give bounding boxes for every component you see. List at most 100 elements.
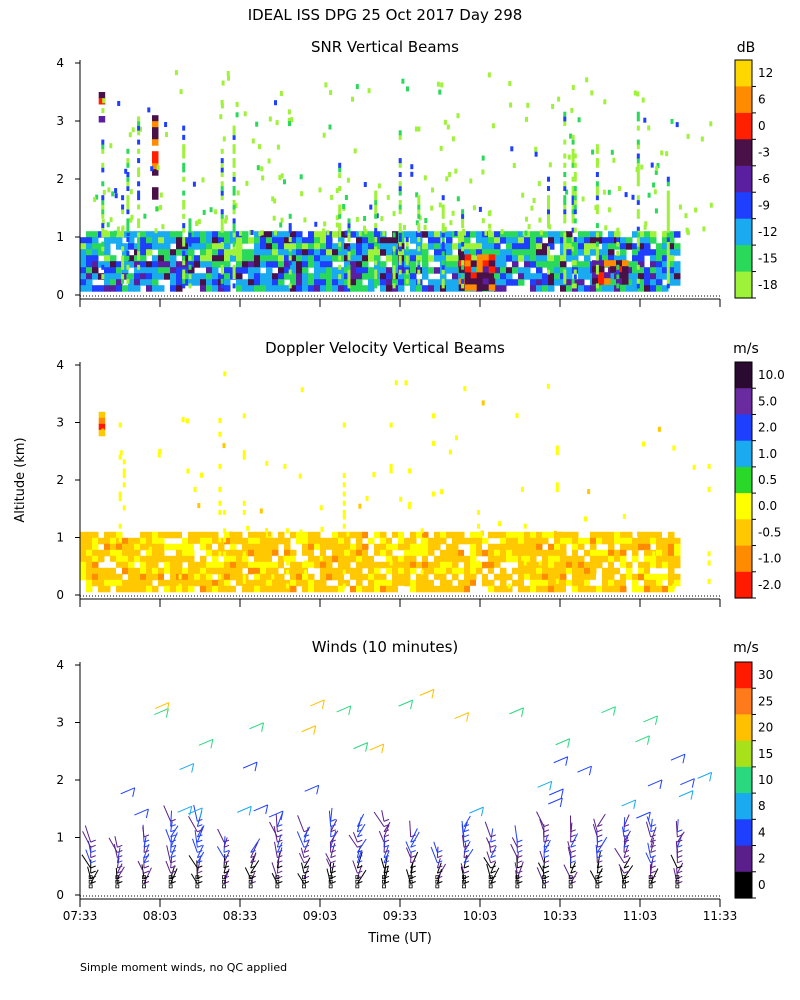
wind-barb <box>330 839 336 843</box>
heatmap-cell <box>369 204 373 210</box>
heatmap-cell <box>452 267 459 274</box>
heatmap-cell <box>461 237 465 242</box>
heatmap-cell <box>104 237 111 244</box>
heatmap-cell <box>342 569 346 575</box>
heatmap-cell <box>530 261 537 268</box>
heatmap-cell <box>636 209 640 215</box>
heatmap-cell <box>476 567 483 575</box>
heatmap-cell <box>212 243 219 250</box>
wind-barb <box>134 808 149 816</box>
heatmap-cell <box>232 144 236 150</box>
heatmap-cell <box>224 237 231 244</box>
heatmap-cell <box>126 223 130 229</box>
wind-barb <box>654 715 658 726</box>
wind-barb <box>559 797 563 808</box>
heatmap-cell <box>283 555 287 561</box>
heatmap-cell <box>530 579 537 587</box>
heatmap-cell <box>392 561 399 569</box>
heatmap-cell <box>555 450 559 456</box>
heatmap-cell <box>350 243 357 250</box>
heatmap-cell <box>332 549 339 557</box>
heatmap-cell <box>530 255 537 262</box>
heatmap-cell <box>137 250 141 256</box>
heatmap-cell <box>374 279 381 286</box>
wind-barb <box>277 865 283 869</box>
heatmap-cell <box>110 237 117 244</box>
heatmap-cell <box>308 561 315 569</box>
heatmap-cell <box>338 167 342 173</box>
heatmap-cell <box>500 273 507 280</box>
heatmap-cell <box>284 255 291 262</box>
wind-barb <box>277 824 283 828</box>
heatmap-cell <box>338 213 342 219</box>
heatmap-cell <box>558 531 562 537</box>
heatmap-cell <box>638 585 645 593</box>
heatmap-cell <box>98 285 105 292</box>
heatmap-cell <box>188 267 195 274</box>
wind-barb <box>170 835 172 853</box>
heatmap-cell <box>212 273 219 280</box>
wind-station-marker <box>622 879 626 884</box>
heatmap-cell <box>452 243 459 250</box>
heatmap-cell <box>530 567 537 575</box>
heatmap-cell <box>542 561 549 569</box>
heatmap-cell <box>595 209 599 215</box>
heatmap-cell <box>461 264 465 270</box>
heatmap-cell <box>644 279 651 286</box>
heatmap-cell <box>547 218 550 224</box>
heatmap-cell <box>239 230 242 236</box>
heatmap-cell <box>636 246 640 252</box>
heatmap-cell <box>248 237 255 244</box>
heatmap-cell <box>344 195 348 200</box>
heatmap-cell <box>602 585 609 593</box>
heatmap-cell <box>220 264 224 270</box>
heatmap-cell <box>368 243 375 250</box>
heatmap-cell <box>547 246 550 252</box>
heatmap-cell <box>572 249 579 256</box>
heatmap-cell <box>338 209 342 215</box>
heatmap-cell <box>638 255 645 262</box>
heatmap-cell <box>470 284 478 291</box>
heatmap-cell <box>314 237 321 244</box>
heatmap-cell <box>584 573 591 581</box>
heatmap-cell <box>548 531 555 539</box>
heatmap-cell <box>356 249 363 256</box>
heatmap-cell <box>595 250 599 256</box>
heatmap-cell <box>146 573 153 581</box>
heatmap-cell <box>170 267 177 274</box>
heatmap-cell <box>273 198 277 204</box>
heatmap-cell <box>458 531 465 539</box>
heatmap-cell <box>146 561 153 569</box>
heatmap-cell <box>548 285 555 292</box>
heatmap-cell <box>104 279 111 286</box>
heatmap-cell <box>110 267 117 274</box>
wind-barb <box>463 834 470 838</box>
wind-barb <box>353 742 368 750</box>
heatmap-cell <box>441 237 445 242</box>
heatmap-cell <box>161 224 165 230</box>
heatmap-cell <box>188 561 195 569</box>
heatmap-cell <box>638 573 645 581</box>
heatmap-cell <box>128 132 132 138</box>
heatmap-cell <box>260 549 267 557</box>
heatmap-cell <box>417 283 421 289</box>
heatmap-cell <box>92 531 99 539</box>
heatmap-cell <box>308 537 315 545</box>
x-tick-label: 10:33 <box>543 909 578 923</box>
heatmap-cell <box>296 231 303 238</box>
heatmap-cell <box>220 218 224 224</box>
heatmap-cell <box>439 145 443 151</box>
heatmap-cell <box>481 169 485 175</box>
wind-barb <box>357 834 363 838</box>
heatmap-cell <box>347 283 351 289</box>
wind-barb <box>321 699 325 710</box>
heatmap-cell <box>595 241 599 247</box>
heatmap-cell <box>164 273 171 280</box>
heatmap-cell <box>320 555 327 563</box>
wind-barb <box>490 861 497 874</box>
heatmap-cell <box>134 261 141 268</box>
heatmap-cell <box>595 255 599 261</box>
heatmap-cell <box>328 124 332 130</box>
heatmap-cell <box>182 243 189 250</box>
heatmap-cell <box>590 549 597 557</box>
